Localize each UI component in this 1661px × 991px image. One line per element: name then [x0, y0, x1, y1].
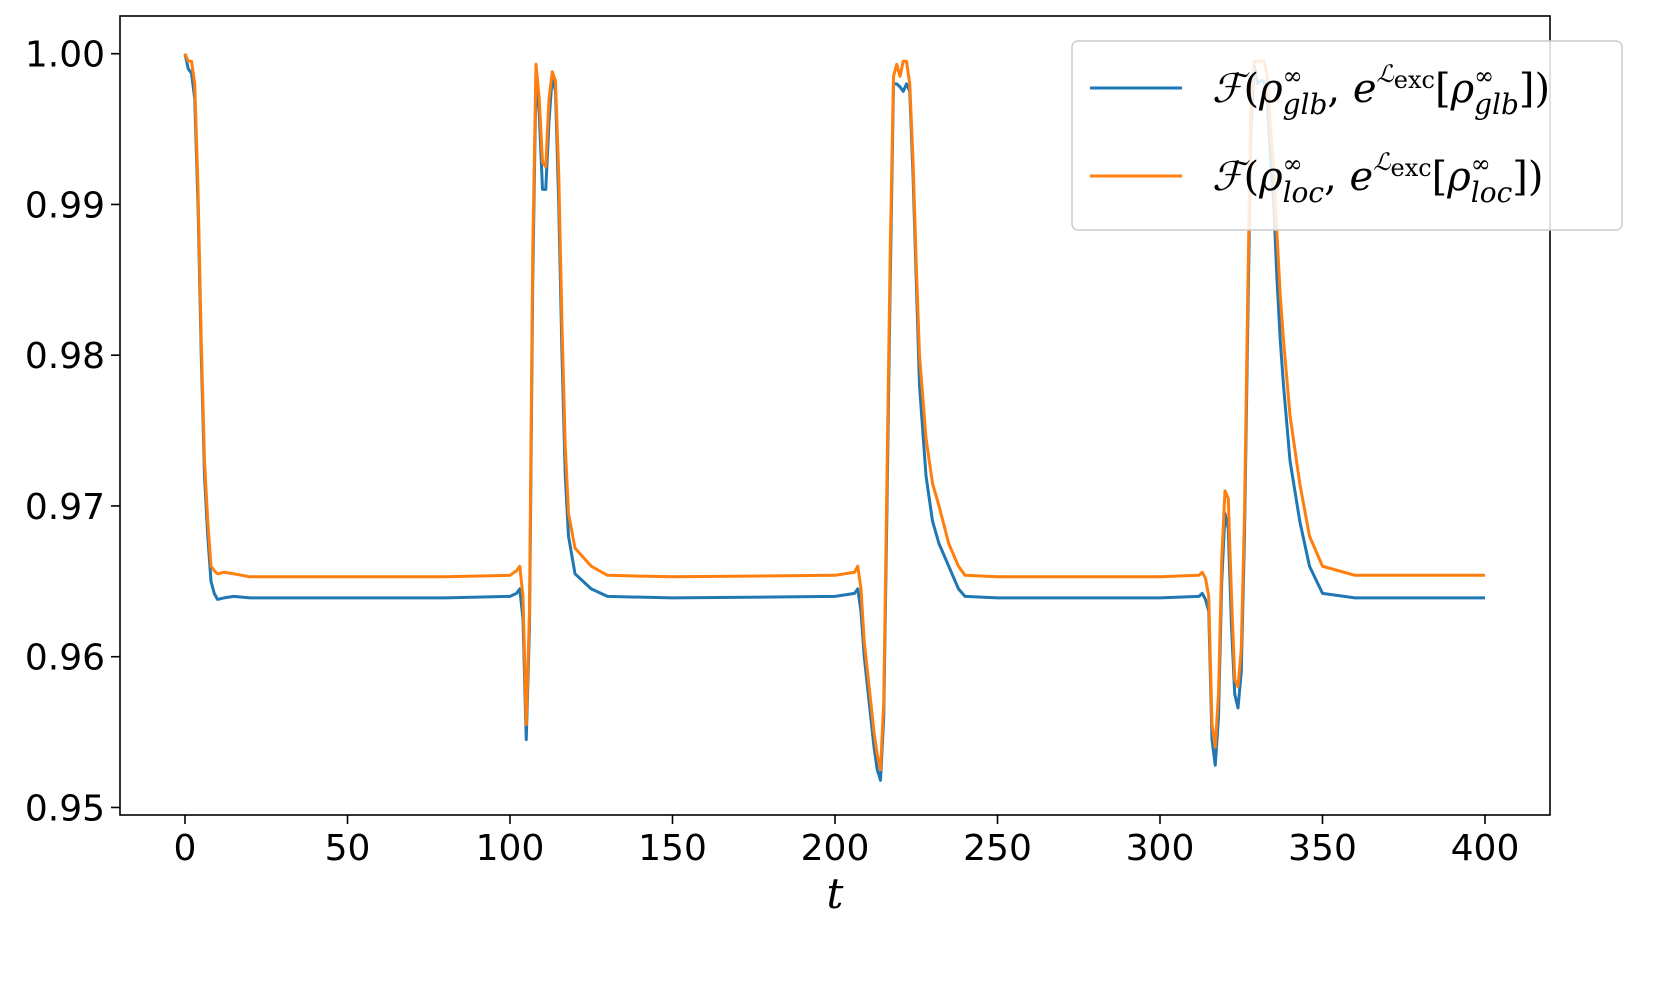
- x-axis: 0 50 100 150 200 250 300 350 400: [174, 815, 1520, 869]
- legend-text-part: exc: [1390, 154, 1431, 182]
- legend-text-part: ]): [1512, 154, 1543, 200]
- legend-text-part: ρ: [1258, 66, 1283, 112]
- legend-text-part: ℒ: [1373, 148, 1391, 176]
- x-tick-label: 200: [801, 828, 870, 869]
- legend-text-part: ,: [1327, 66, 1352, 112]
- legend-text-part: glb: [1283, 88, 1328, 121]
- y-axis: 0.95 0.96 0.97 0.98 0.99 1.00: [25, 35, 120, 829]
- legend-text-part: ∞: [1471, 150, 1491, 178]
- y-tick-label: 0.96: [25, 638, 105, 679]
- x-tick-label: 50: [325, 828, 371, 869]
- legend-text-part: ρ: [1450, 66, 1475, 112]
- x-tick-label: 0: [174, 828, 197, 869]
- legend-text-part: e: [1353, 66, 1377, 112]
- legend-text-part: e: [1350, 154, 1374, 200]
- legend-label-glb: ℱ(ρ∞ glb, eℒexc[ρ∞ glb]): [1212, 60, 1550, 121]
- x-axis-label: t: [827, 869, 844, 918]
- x-tick-label: 250: [963, 828, 1032, 869]
- legend-text-part: (: [1243, 154, 1259, 200]
- legend-box: [1071, 40, 1623, 231]
- legend: ℱ(ρ∞ glb, eℒexc[ρ∞ glb]) ℱ(ρ∞ loc, eℒexc[ρ∞ l…: [1071, 40, 1623, 231]
- legend-text-part: [: [1432, 154, 1448, 200]
- legend-text-part: loc: [1471, 176, 1513, 209]
- legend-text-part: ∞: [1474, 62, 1494, 90]
- y-tick-label: 0.95: [25, 788, 105, 829]
- y-tick-label: 0.97: [25, 487, 105, 528]
- x-tick-label: 100: [476, 828, 545, 869]
- legend-text-part: ∞: [1283, 62, 1303, 90]
- legend-text-part: [: [1435, 66, 1451, 112]
- legend-text-part: ]): [1519, 66, 1550, 112]
- legend-text-part: (: [1243, 66, 1259, 112]
- y-tick-label: 1.00: [25, 35, 105, 76]
- legend-text-part: ∞: [1283, 150, 1303, 178]
- x-tick-label: 350: [1288, 828, 1357, 869]
- y-tick-label: 0.99: [25, 185, 105, 226]
- legend-text-part: ρ: [1258, 154, 1283, 200]
- x-tick-label: 150: [638, 828, 707, 869]
- legend-text-part: ℒ: [1377, 60, 1395, 88]
- legend-text-part: ,: [1324, 154, 1349, 200]
- legend-text-part: glb: [1474, 88, 1519, 121]
- legend-text-part: ρ: [1446, 154, 1471, 200]
- legend-text-part: loc: [1283, 176, 1325, 209]
- legend-text-part: exc: [1394, 66, 1435, 94]
- x-tick-label: 400: [1451, 828, 1520, 869]
- legend-label-loc: ℱ(ρ∞ loc, eℒexc[ρ∞ loc]): [1212, 148, 1544, 209]
- x-tick-label: 300: [1126, 828, 1195, 869]
- y-tick-label: 0.98: [25, 336, 105, 377]
